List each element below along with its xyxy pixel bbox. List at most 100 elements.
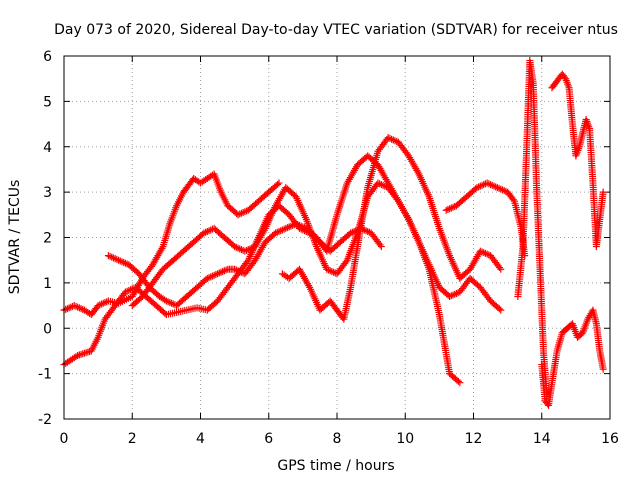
- data-point: [377, 181, 385, 189]
- data-point: [456, 379, 464, 387]
- y-tick-label: 1: [43, 276, 52, 292]
- data-point: [108, 253, 116, 261]
- data-point: [480, 181, 488, 189]
- data-point: [476, 182, 484, 190]
- data-point: [101, 299, 109, 307]
- y-tick-label: 6: [43, 49, 52, 65]
- data-point: [475, 183, 483, 191]
- data-point: [147, 262, 155, 270]
- data-point: [116, 257, 124, 265]
- data-point: [509, 196, 517, 204]
- y-tick-label: 2: [43, 231, 52, 247]
- data-point: [376, 180, 384, 188]
- data-point: [599, 365, 607, 373]
- chart-title: Day 073 of 2020, Sidereal Day-to-day VTE…: [54, 22, 618, 38]
- data-point: [393, 195, 401, 203]
- data-point: [285, 223, 293, 231]
- data-point: [446, 205, 454, 213]
- data-point: [127, 286, 135, 294]
- data-point: [72, 302, 80, 310]
- data-point: [487, 181, 495, 189]
- y-tick-label: -2: [38, 412, 52, 428]
- data-point: [324, 266, 332, 274]
- data-point: [120, 258, 128, 266]
- series-trace-8: [538, 306, 607, 409]
- data-point: [376, 241, 384, 249]
- x-tick-label: 2: [128, 431, 137, 447]
- x-tick-label: 10: [396, 431, 414, 447]
- series-trace-4: [128, 179, 505, 314]
- x-tick-label: 16: [601, 431, 619, 447]
- data-point: [289, 221, 297, 229]
- data-point: [203, 227, 211, 235]
- data-point: [273, 228, 281, 236]
- data-point: [274, 180, 282, 188]
- data-point: [362, 227, 370, 235]
- x-tick-labels: 0 2 4 6 8 10 12 14 16: [60, 431, 619, 447]
- data-point: [454, 377, 462, 385]
- data-point: [232, 266, 240, 274]
- data-point: [364, 227, 372, 235]
- data-point: [280, 225, 288, 233]
- data-point: [295, 221, 303, 229]
- data-point: [121, 288, 129, 296]
- data-point: [248, 244, 256, 252]
- data-point: [215, 269, 223, 277]
- data-point: [478, 248, 486, 256]
- data-point: [473, 184, 481, 192]
- data-point: [294, 221, 302, 229]
- data-point: [98, 300, 106, 308]
- data-point: [478, 181, 486, 189]
- data-point: [403, 150, 411, 158]
- data-point: [113, 255, 121, 263]
- data-point: [234, 267, 242, 275]
- data-point: [492, 183, 500, 191]
- data-point: [490, 182, 498, 190]
- data-point: [496, 264, 504, 272]
- data-point: [244, 246, 252, 254]
- data-point: [208, 272, 216, 280]
- data-point: [299, 223, 307, 231]
- data-point: [241, 247, 249, 255]
- data-point: [500, 187, 508, 195]
- data-point: [449, 203, 457, 211]
- data-point: [323, 265, 331, 273]
- data-point: [374, 179, 382, 187]
- series-trace-1: [60, 170, 283, 319]
- data-point: [121, 259, 129, 267]
- data-point: [483, 179, 491, 187]
- x-axis-title: GPS time / hours: [277, 458, 394, 474]
- data-marks: [60, 57, 607, 409]
- data-point: [246, 245, 254, 253]
- data-point: [381, 182, 389, 190]
- data-point: [493, 184, 501, 192]
- data-point: [217, 268, 225, 276]
- data-point: [70, 302, 78, 310]
- data-point: [125, 286, 133, 294]
- data-point: [166, 299, 174, 307]
- series-trace-6: [442, 179, 529, 260]
- data-point: [99, 299, 107, 307]
- data-point: [74, 303, 82, 311]
- data-point: [222, 266, 230, 274]
- data-point: [167, 299, 175, 307]
- data-point: [282, 224, 290, 232]
- data-point: [275, 227, 283, 235]
- data-point: [65, 304, 73, 312]
- data-point: [210, 271, 218, 279]
- data-point: [348, 228, 356, 236]
- data-point: [104, 252, 112, 260]
- y-tick-label: -1: [38, 367, 52, 383]
- data-point: [207, 273, 215, 281]
- data-point: [495, 184, 503, 192]
- data-point: [231, 243, 239, 251]
- series-trace-3: [104, 152, 464, 387]
- x-tick-label: 4: [196, 431, 205, 447]
- data-point: [118, 258, 126, 266]
- data-point: [287, 222, 295, 230]
- data-point: [63, 305, 71, 313]
- data-point: [115, 256, 123, 264]
- data-point: [212, 271, 220, 279]
- data-point: [389, 136, 397, 144]
- x-tick-label: 12: [465, 431, 483, 447]
